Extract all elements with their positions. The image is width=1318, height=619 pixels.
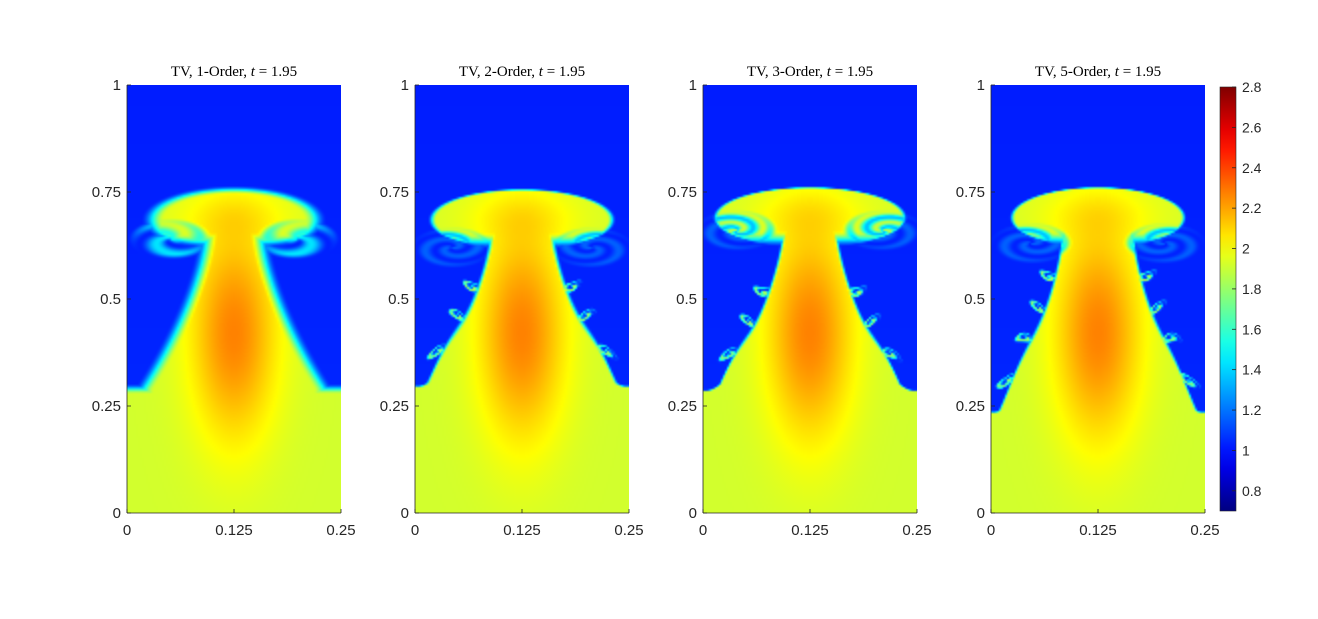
title-variable: t xyxy=(539,64,544,80)
title-prefix: TV, 2-Order, xyxy=(459,64,539,80)
density-heatmap xyxy=(703,85,917,513)
title-variable: t xyxy=(827,64,832,80)
panel-title: TV, 3-Order, t = 1.95 xyxy=(747,64,873,80)
panel-3: TV, 3-Order, t = 1.95 0 0.25 0.5 0.75 1 0 0.125… xyxy=(668,64,932,539)
title-suffix: = 1.95 xyxy=(543,64,585,80)
x-tick-label: 0.25 xyxy=(614,522,643,539)
panel-1: TV, 1-Order, t = 1.95 0 0.25 0.5 0.75 1 0 0.125… xyxy=(92,64,356,539)
y-tick-label: 0 xyxy=(977,505,985,522)
y-tick-label: 0.5 xyxy=(964,291,985,308)
colorbar-tick-label: 2.8 xyxy=(1242,79,1262,95)
y-tick-label: 1 xyxy=(113,77,121,94)
colorbar-gradient xyxy=(1219,86,1237,512)
y-tick-label: 0.25 xyxy=(380,398,409,415)
colorbar-tick-label: 1.4 xyxy=(1242,362,1262,378)
colorbar-tick-label: 1 xyxy=(1242,442,1250,458)
panel-title: TV, 2-Order, t = 1.95 xyxy=(459,64,585,80)
panel-title: TV, 1-Order, t = 1.95 xyxy=(171,64,297,80)
y-tick-label: 0.25 xyxy=(92,398,121,415)
y-tick-label: 0.25 xyxy=(956,398,985,415)
colorbar-tick-label: 2.6 xyxy=(1242,119,1262,135)
x-tick-label: 0.25 xyxy=(902,522,931,539)
x-tick-label: 0 xyxy=(123,522,131,539)
y-tick-label: 0.75 xyxy=(92,184,121,201)
colorbar-tick-label: 1.6 xyxy=(1242,321,1262,337)
y-tick-label: 0 xyxy=(401,505,409,522)
colorbar-tick-label: 2.2 xyxy=(1242,200,1262,216)
title-suffix: = 1.95 xyxy=(1119,64,1161,80)
title-prefix: TV, 5-Order, xyxy=(1035,64,1115,80)
panel-4: TV, 5-Order, t = 1.95 0 0.25 0.5 0.75 1 0 0.125… xyxy=(956,64,1220,539)
x-tick-label: 0.125 xyxy=(1079,522,1117,539)
x-tick-label: 0.125 xyxy=(503,522,541,539)
x-tick-label: 0.25 xyxy=(326,522,355,539)
y-tick-label: 0.5 xyxy=(676,291,697,308)
y-tick-label: 0 xyxy=(113,505,121,522)
title-suffix: = 1.95 xyxy=(831,64,873,80)
title-prefix: TV, 3-Order, xyxy=(747,64,827,80)
density-heatmap xyxy=(415,85,629,513)
x-tick-label: 0.125 xyxy=(215,522,253,539)
y-tick-label: 1 xyxy=(401,77,409,94)
panel-title: TV, 5-Order, t = 1.95 xyxy=(1035,64,1161,80)
y-tick-label: 0.75 xyxy=(668,184,697,201)
panels: TV, 1-Order, t = 1.95 0 0.25 0.5 0.75 1 0 0.125… xyxy=(92,64,1220,539)
x-tick-label: 0 xyxy=(987,522,995,539)
panel-2: TV, 2-Order, t = 1.95 0 0.25 0.5 0.75 1 0 0.125… xyxy=(380,64,644,539)
title-variable: t xyxy=(251,64,256,80)
x-tick-label: 0 xyxy=(699,522,707,539)
y-tick-label: 0.5 xyxy=(388,291,409,308)
colorbar-tick-label: 1.8 xyxy=(1242,281,1262,297)
y-tick-label: 0.75 xyxy=(380,184,409,201)
colorbar-tick-label: 2.4 xyxy=(1242,160,1262,176)
title-variable: t xyxy=(1115,64,1120,80)
x-tick-label: 0 xyxy=(411,522,419,539)
y-tick-label: 0 xyxy=(689,505,697,522)
title-prefix: TV, 1-Order, xyxy=(171,64,251,80)
colorbar: 0.8 1 1.2 1.4 1.6 1.8 2 2.2 2.4 2.6 2.8 xyxy=(1219,79,1262,512)
y-tick-label: 1 xyxy=(977,77,985,94)
x-tick-label: 0.25 xyxy=(1190,522,1219,539)
y-tick-label: 0.75 xyxy=(956,184,985,201)
colorbar-tick-label: 1.2 xyxy=(1242,402,1262,418)
density-heatmap xyxy=(127,85,341,513)
y-tick-label: 1 xyxy=(689,77,697,94)
density-heatmap xyxy=(991,85,1205,513)
y-tick-label: 0.25 xyxy=(668,398,697,415)
colorbar-tick-label: 2 xyxy=(1242,241,1250,257)
colorbar-tick-label: 0.8 xyxy=(1242,483,1262,499)
y-tick-label: 0.5 xyxy=(100,291,121,308)
title-suffix: = 1.95 xyxy=(255,64,297,80)
x-tick-label: 0.125 xyxy=(791,522,829,539)
